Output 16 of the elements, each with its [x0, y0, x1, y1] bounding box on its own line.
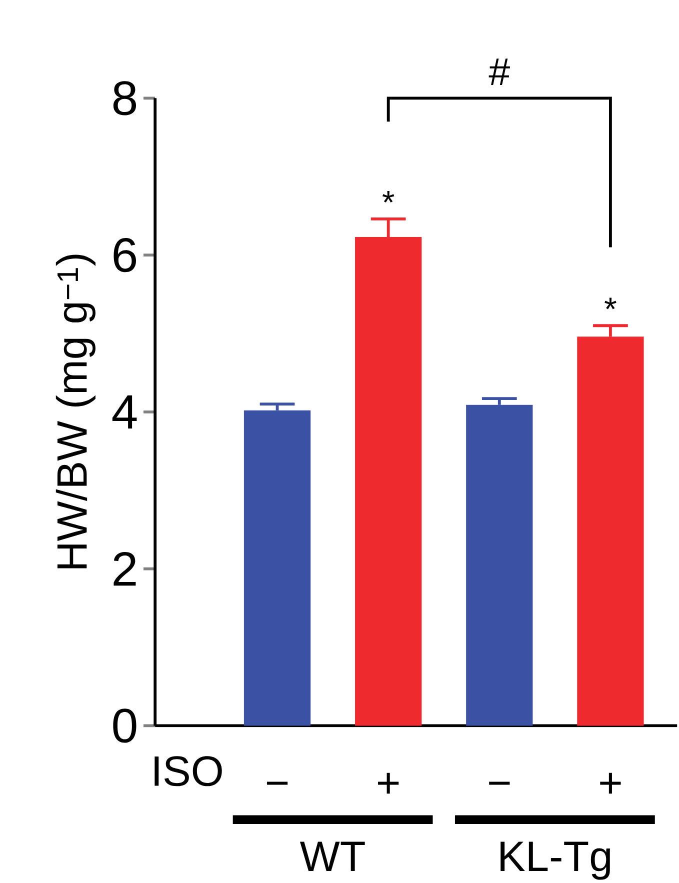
- y-tick-label: 2: [114, 552, 136, 586]
- annotation: *: [604, 298, 617, 310]
- x-tick-label: −: [489, 782, 510, 785]
- y-axis-title: HW/BW (mg g$^{−1}$): [56, 254, 96, 568]
- y-tick-label: 4: [112, 395, 137, 429]
- text: ISO: [154, 756, 222, 786]
- y-tick-label: 0: [113, 708, 136, 743]
- annotation: *: [382, 191, 394, 203]
- text: KL-Tg: [500, 842, 610, 880]
- y-tick-label: 6: [114, 238, 136, 272]
- x-tick-label: +: [378, 772, 399, 794]
- x-tick-label: +: [600, 772, 621, 794]
- y-tick-label: 8: [114, 81, 136, 116]
- text: #: [489, 58, 510, 86]
- text: WT: [300, 842, 366, 871]
- x-tick-label: −: [267, 782, 288, 785]
